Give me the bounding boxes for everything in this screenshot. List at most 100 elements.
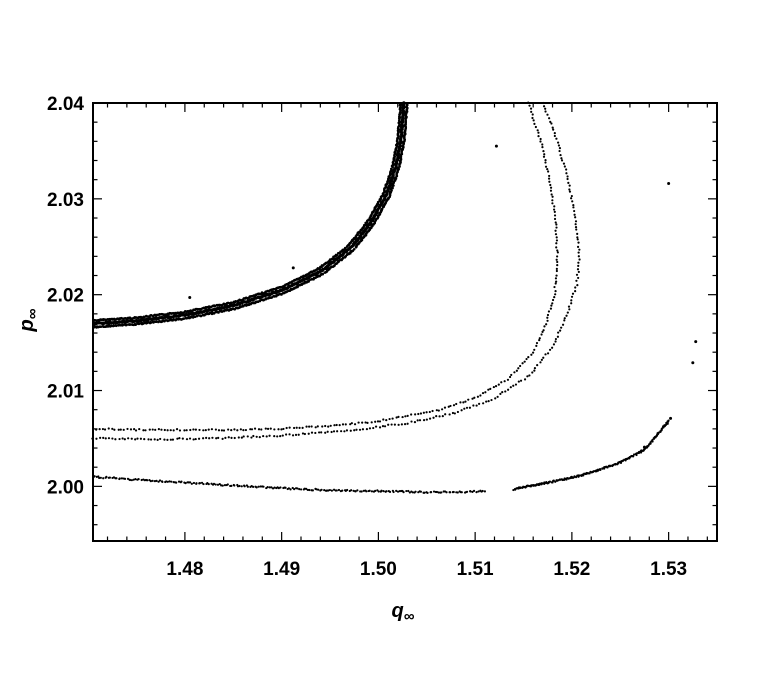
data-point [517, 380, 520, 383]
data-point [508, 375, 512, 379]
data-point [316, 425, 319, 428]
data-point [556, 251, 559, 254]
data-point [288, 426, 291, 429]
data-point [529, 107, 533, 110]
data-point [527, 356, 530, 359]
data-point [166, 429, 169, 432]
data-point [240, 485, 243, 488]
data-point [519, 379, 523, 382]
data-point [255, 486, 258, 489]
data-point [111, 427, 114, 430]
data-point [321, 272, 324, 276]
data-point [422, 419, 426, 422]
data-point [160, 428, 163, 431]
data-point [568, 188, 571, 191]
data-point [336, 430, 339, 433]
data-point [567, 181, 570, 185]
data-point [138, 427, 141, 431]
data-point [217, 429, 221, 432]
data-point [406, 422, 409, 425]
data-point [369, 214, 373, 217]
data-point [264, 427, 267, 430]
data-point [320, 431, 323, 434]
data-point [214, 483, 217, 486]
data-point [303, 432, 306, 436]
data-point [393, 423, 396, 426]
data-point [166, 438, 169, 441]
data-point [333, 424, 336, 427]
data-point [429, 491, 433, 494]
data-point [422, 411, 425, 414]
data-point [577, 276, 580, 280]
data-point [338, 424, 341, 427]
data-point [244, 428, 248, 432]
data-point [449, 491, 452, 494]
data-point [210, 428, 214, 431]
data-point [288, 433, 291, 436]
data-point [552, 479, 555, 482]
data-point [301, 426, 304, 429]
data-point [410, 420, 413, 423]
series-2 [91, 101, 581, 441]
data-point [555, 223, 558, 226]
data-point [246, 435, 249, 438]
data-point [258, 435, 261, 439]
data-point [500, 381, 503, 384]
data-point [130, 479, 133, 482]
data-point [320, 488, 323, 491]
data-point [565, 172, 568, 175]
data-point [576, 245, 580, 248]
data-point [103, 428, 107, 431]
data-point [417, 412, 420, 416]
data-point [280, 428, 283, 431]
data-point [171, 438, 175, 441]
data-point [233, 428, 236, 431]
data-point [553, 210, 556, 213]
data-point [294, 433, 298, 436]
data-point [443, 406, 447, 409]
data-point [492, 385, 495, 389]
data-point [330, 489, 334, 492]
data-point [576, 236, 579, 239]
data-point [233, 436, 236, 440]
data-point [128, 478, 132, 482]
data-point [538, 339, 541, 342]
y-tick-label: 2.02 [47, 286, 84, 307]
data-point [402, 491, 405, 494]
data-point [478, 402, 481, 405]
data-point [208, 437, 211, 440]
data-point [546, 313, 550, 317]
data-point [538, 337, 541, 340]
data-point [573, 475, 576, 478]
data-point [168, 480, 171, 483]
data-point [140, 478, 143, 482]
data-point [101, 427, 105, 431]
data-point [469, 490, 472, 493]
data-point [253, 427, 257, 430]
data-point [194, 428, 197, 431]
data-point [555, 258, 558, 261]
data-point [494, 385, 498, 388]
data-point [467, 398, 470, 401]
data-point [335, 423, 338, 427]
data-point [542, 356, 545, 359]
data-point [300, 488, 303, 491]
data-point [317, 488, 320, 491]
data-point [441, 414, 444, 418]
data-point [574, 226, 578, 229]
data-point [382, 490, 385, 493]
data-point [273, 486, 276, 489]
data-point [291, 486, 294, 490]
data-point [404, 415, 407, 418]
data-point [501, 391, 504, 394]
data-point [432, 416, 435, 419]
data-point [544, 165, 548, 168]
data-point [397, 415, 400, 418]
data-point [614, 462, 617, 466]
data-point [530, 110, 533, 113]
data-point [291, 266, 295, 270]
data-point [549, 307, 553, 310]
series-3 [92, 475, 487, 494]
data-point [365, 428, 369, 431]
data-point [545, 323, 548, 326]
